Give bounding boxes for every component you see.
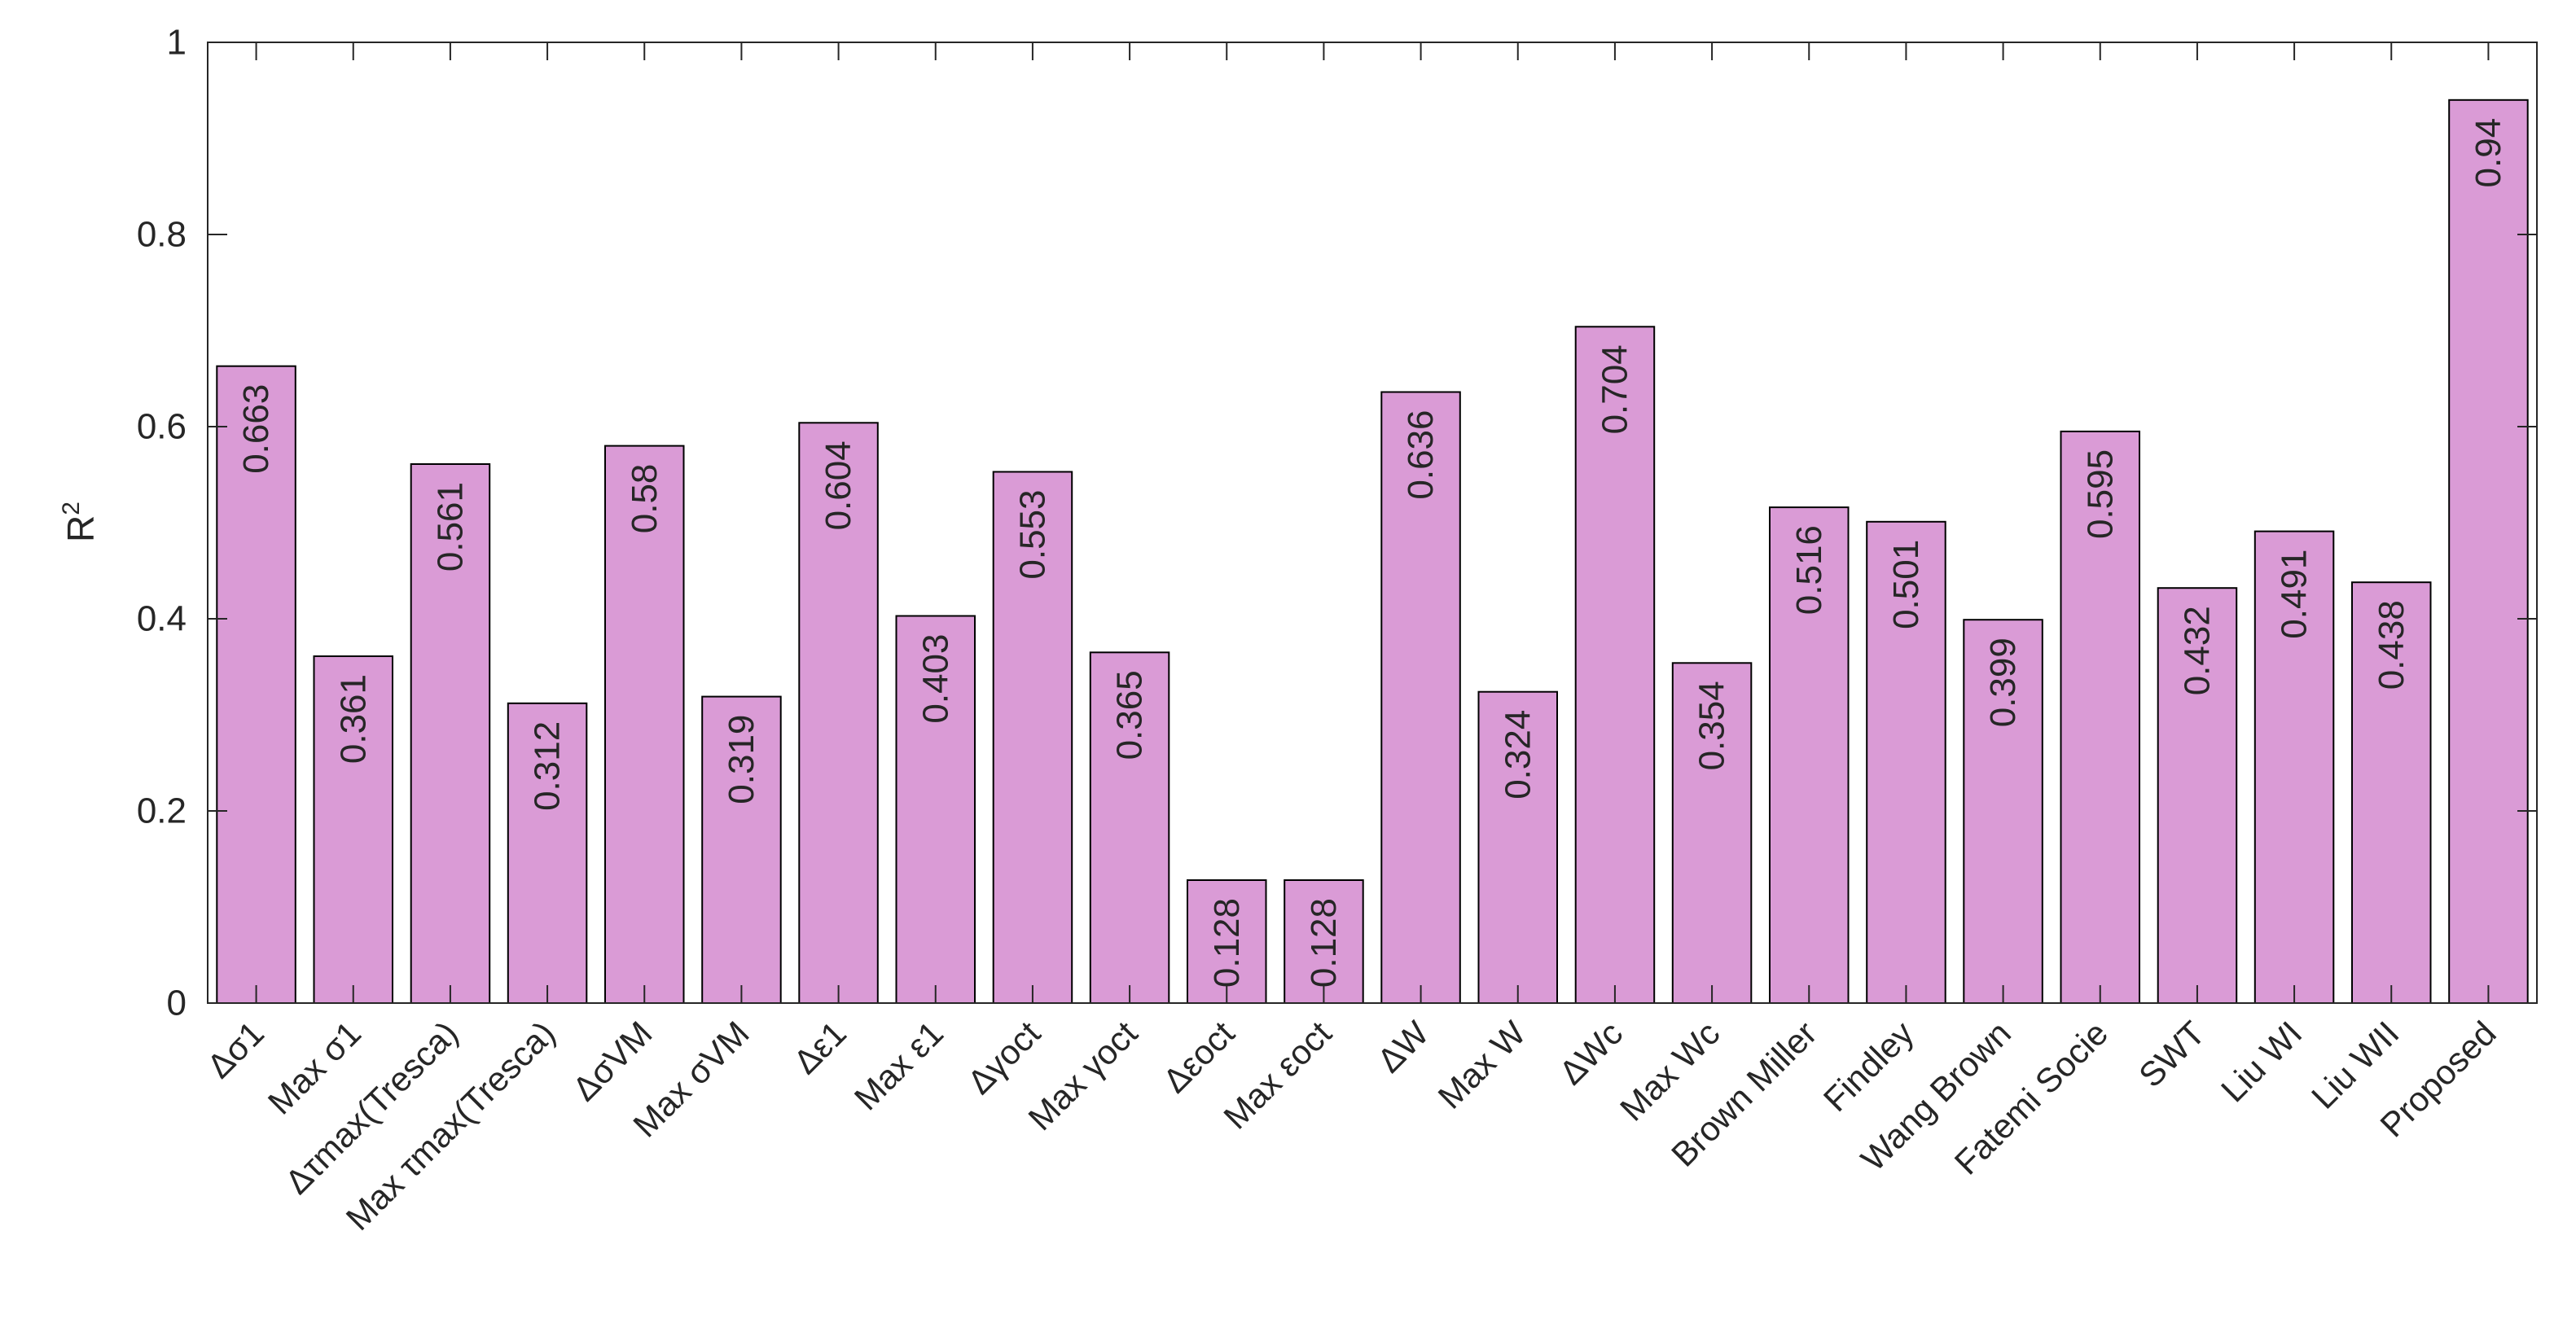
bar-value-label-15: 0.704 xyxy=(1595,344,1635,434)
bar-value-label-11: 0.128 xyxy=(1207,898,1247,988)
bar-value-label-3: 0.561 xyxy=(430,482,470,572)
y-axis-label: R2 xyxy=(58,502,102,542)
bar-value-label-24: 0.94 xyxy=(2468,118,2508,188)
x-tick-label-15: ΔWc xyxy=(1551,1014,1630,1092)
x-tick-label-3: Δτmax(Tresca) xyxy=(278,1014,465,1201)
bar-3 xyxy=(410,463,491,1004)
y-tick-label-1: 0 xyxy=(167,984,187,1023)
x-tick-label-9: Δγoct xyxy=(960,1014,1048,1102)
bar-value-label-2: 0.361 xyxy=(333,674,373,764)
bar-value-label-13: 0.636 xyxy=(1401,410,1441,500)
bars-layer xyxy=(216,99,2529,1004)
bar-14 xyxy=(1477,690,1558,1004)
x-tick-label-5: ΔσVM xyxy=(565,1014,660,1108)
x-tick-label-8: Max ε1 xyxy=(847,1014,950,1117)
x-tick-label-21: SWT xyxy=(2131,1014,2212,1094)
y-axis-label-superscript: 2 xyxy=(58,502,85,515)
bar-value-label-21: 0.432 xyxy=(2177,606,2217,695)
bar-23 xyxy=(2351,581,2432,1004)
plot-frame xyxy=(207,42,2538,1004)
x-tick-label-7: Δε1 xyxy=(786,1014,854,1081)
bar-value-label-14: 0.324 xyxy=(1498,710,1538,800)
bar-24 xyxy=(2448,99,2529,1004)
bar-value-label-8: 0.403 xyxy=(915,634,955,724)
y-tick-label-4: 0.6 xyxy=(137,407,187,447)
bar-20 xyxy=(2060,430,2140,1004)
bar-15 xyxy=(1574,326,1656,1004)
bar-value-label-1: 0.663 xyxy=(236,384,276,474)
bar-4 xyxy=(507,702,588,1004)
x-tick-label-12: Max εoct xyxy=(1216,1014,1339,1137)
bar-18 xyxy=(1866,520,1946,1004)
bar-value-label-17: 0.516 xyxy=(1789,525,1829,615)
y-tick-label-6: 1 xyxy=(167,23,187,63)
bar-2 xyxy=(313,655,393,1004)
bar-value-label-22: 0.491 xyxy=(2275,550,2315,639)
bar-value-label-7: 0.604 xyxy=(818,440,858,530)
x-tick-label-11: Δεoct xyxy=(1156,1014,1242,1100)
bar-19 xyxy=(1963,619,2043,1004)
bar-value-label-23: 0.438 xyxy=(2372,600,2411,690)
bar-11 xyxy=(1187,879,1267,1004)
x-tick-label-14: Max W xyxy=(1431,1014,1534,1116)
bar-16 xyxy=(1671,662,1753,1004)
bar-value-label-10: 0.365 xyxy=(1110,670,1150,760)
y-tick-label-3: 0.4 xyxy=(137,599,187,639)
bar-17 xyxy=(1769,506,1850,1004)
x-tick-label-22: Liu WI xyxy=(2214,1014,2309,1109)
bar-12 xyxy=(1284,879,1364,1004)
bar-21 xyxy=(2157,587,2238,1004)
y-axis-label-text: R xyxy=(59,515,102,542)
bar-value-label-19: 0.399 xyxy=(1983,638,2023,727)
y-tick-label-5: 0.8 xyxy=(137,215,187,255)
ticks-layer xyxy=(208,42,2537,1004)
bar-13 xyxy=(1380,391,1461,1004)
bar-10 xyxy=(1089,651,1170,1004)
bar-8 xyxy=(895,615,976,1004)
bar-22 xyxy=(2253,530,2335,1004)
bar-5 xyxy=(604,445,685,1004)
bar-6 xyxy=(701,695,782,1004)
bar-value-label-6: 0.319 xyxy=(722,715,761,804)
bar-value-label-5: 0.58 xyxy=(625,464,665,534)
bar-value-label-4: 0.312 xyxy=(528,721,568,811)
y-tick-label-2: 0.2 xyxy=(137,791,187,831)
bar-value-label-9: 0.553 xyxy=(1012,490,1052,580)
x-tick-label-1: Δσ1 xyxy=(200,1014,271,1085)
x-tick-label-13: ΔW xyxy=(1370,1014,1436,1080)
x-tick-label-10: Max γoct xyxy=(1020,1014,1144,1137)
bar-value-label-16: 0.354 xyxy=(1692,681,1732,770)
bar-1 xyxy=(216,365,296,1004)
bar-value-label-20: 0.595 xyxy=(2080,449,2120,539)
bar-value-label-18: 0.501 xyxy=(1886,540,1926,629)
bar-value-label-12: 0.128 xyxy=(1304,898,1344,988)
